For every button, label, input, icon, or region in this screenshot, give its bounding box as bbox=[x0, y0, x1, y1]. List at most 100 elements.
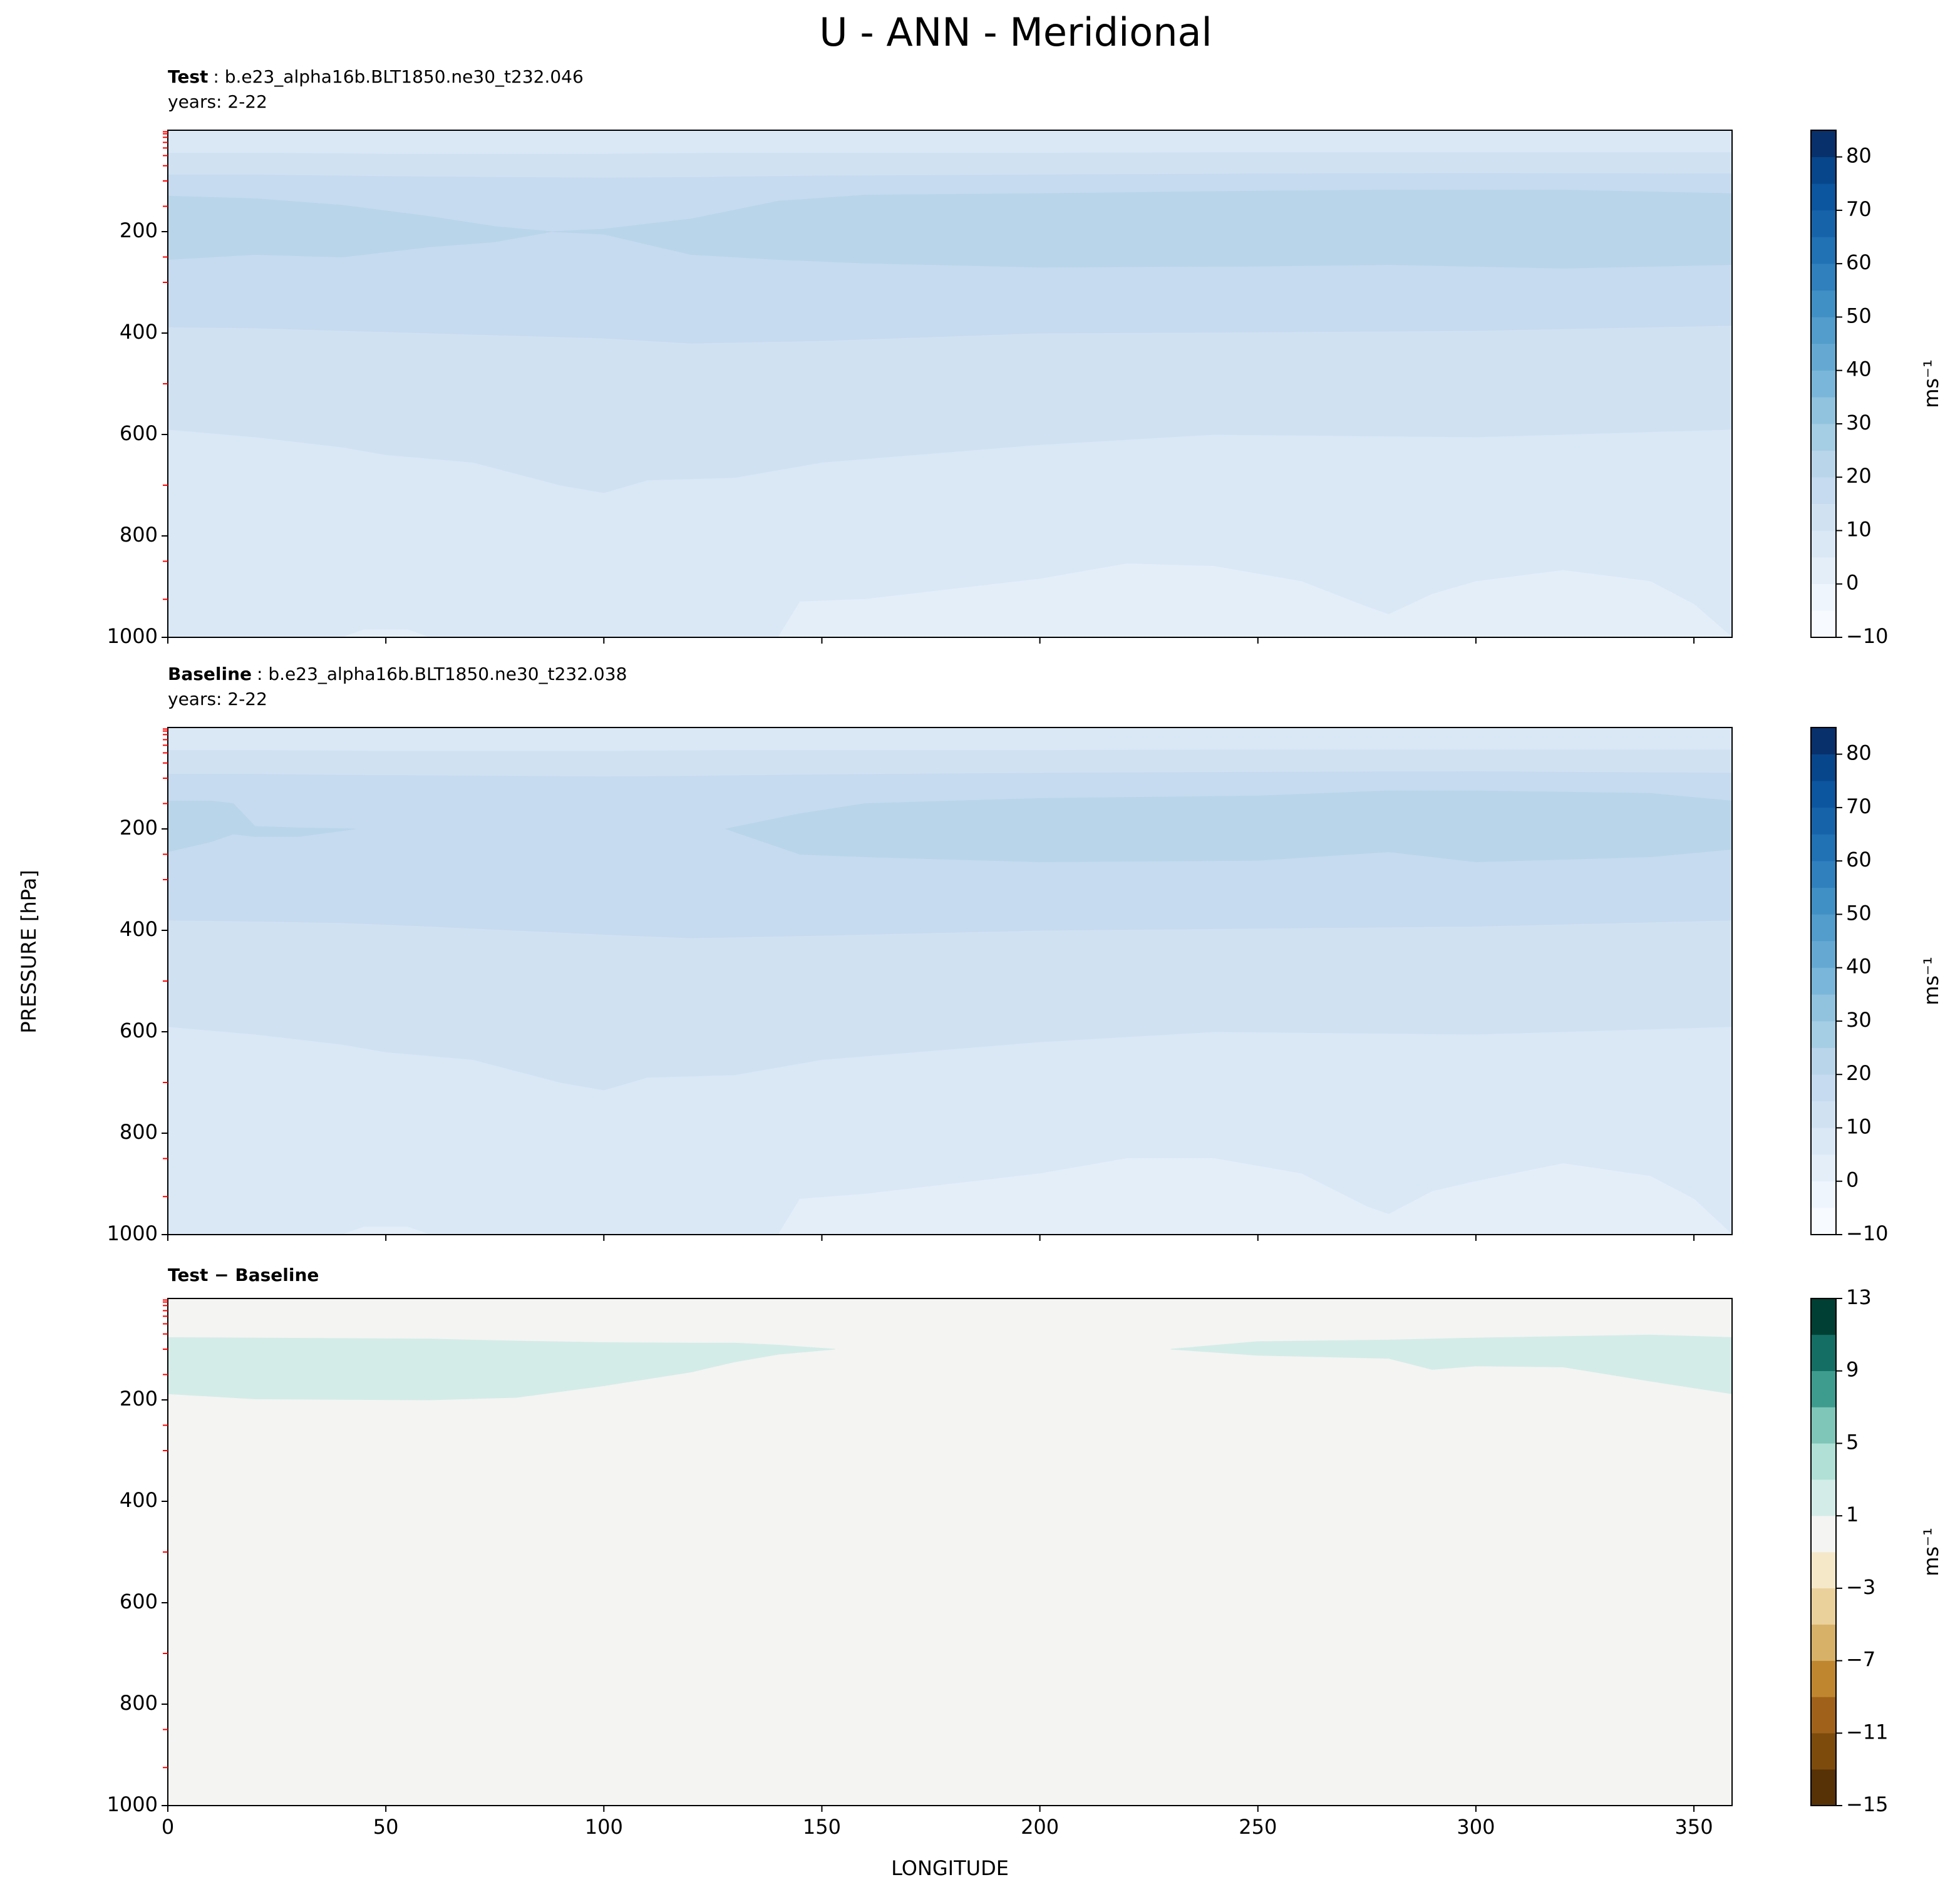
colorbar-bin bbox=[1810, 860, 1837, 888]
y-tick-label: 600 bbox=[120, 1590, 158, 1613]
case-name: : b.e23_alpha16b.BLT1850.ne30_t232.046 bbox=[213, 66, 583, 87]
y-tick-label: 800 bbox=[120, 1691, 158, 1715]
contour-band bbox=[168, 1158, 1732, 1235]
colorbar-bin bbox=[1810, 317, 1837, 344]
colorbar-tick-label: 60 bbox=[1846, 250, 1872, 274]
colorbar-tick-label: −11 bbox=[1846, 1720, 1889, 1744]
colorbar-bin bbox=[1810, 1020, 1837, 1048]
colorbar-bin bbox=[1810, 450, 1837, 478]
colorbar-bin bbox=[1810, 1074, 1837, 1102]
colorbar-label: ms⁻¹ bbox=[1919, 957, 1943, 1005]
colorbar-bin bbox=[1810, 1128, 1837, 1155]
colorbar-bin bbox=[1810, 583, 1837, 611]
y-tick-label: 600 bbox=[120, 1019, 158, 1042]
panel-title: Test: b.e23_alpha16b.BLT1850.ne30_t232.0… bbox=[168, 66, 584, 87]
y-tick-label: 1000 bbox=[107, 1221, 158, 1245]
colorbar-tick-label: 1 bbox=[1846, 1503, 1859, 1526]
colorbar-bin bbox=[1810, 1101, 1837, 1128]
figure-title: U - ANN - Meridional bbox=[819, 9, 1212, 55]
colorbar-tick-label: 60 bbox=[1846, 848, 1872, 871]
colorbar-bin bbox=[1810, 887, 1837, 915]
colorbar-bin bbox=[1810, 130, 1837, 157]
colorbar-bin bbox=[1810, 557, 1837, 584]
colorbar-tick-label: 40 bbox=[1846, 357, 1872, 381]
colorbar-bin bbox=[1810, 1181, 1837, 1208]
y-tick-label: 1000 bbox=[107, 1792, 158, 1816]
colorbar-bin bbox=[1810, 1733, 1837, 1770]
colorbar-bin bbox=[1810, 1769, 1837, 1806]
colorbar-tick-label: −10 bbox=[1846, 624, 1889, 648]
y-tick-label: 600 bbox=[120, 421, 158, 445]
x-tick-label: 350 bbox=[1675, 1815, 1713, 1839]
x-axis-label: LONGITUDE bbox=[891, 1856, 1009, 1880]
colorbar-bin bbox=[1810, 1479, 1837, 1516]
colorbar-bin bbox=[1810, 1407, 1837, 1444]
y-tick-label: 200 bbox=[120, 1387, 158, 1411]
colorbar-tick-label: 50 bbox=[1846, 901, 1872, 925]
colorbar-bin bbox=[1810, 397, 1837, 424]
colorbar-bin bbox=[1810, 423, 1837, 451]
colorbar-bin bbox=[1810, 370, 1837, 398]
colorbar-bin bbox=[1810, 1370, 1837, 1407]
colorbar-tick-label: 0 bbox=[1846, 571, 1859, 595]
colorbar-bin bbox=[1810, 914, 1837, 942]
colorbar-tick-label: 80 bbox=[1846, 144, 1872, 168]
colorbar-bin bbox=[1810, 157, 1837, 184]
y-tick-label: 400 bbox=[120, 320, 158, 344]
x-tick-label: 250 bbox=[1239, 1815, 1277, 1839]
colorbar-tick-label: 40 bbox=[1846, 955, 1872, 979]
colorbar-bin bbox=[1810, 781, 1837, 808]
colorbar-bin bbox=[1810, 1208, 1837, 1235]
colorbar-bin bbox=[1810, 1588, 1837, 1625]
y-tick-label: 200 bbox=[120, 218, 158, 242]
colorbar-tick-label: 50 bbox=[1846, 304, 1872, 327]
colorbar-bin bbox=[1810, 237, 1837, 264]
x-tick-label: 100 bbox=[585, 1815, 623, 1839]
contour-band bbox=[168, 190, 1732, 269]
panel-title: Baseline: b.e23_alpha16b.BLT1850.ne30_t2… bbox=[168, 664, 627, 684]
colorbar-tick-label: 9 bbox=[1846, 1358, 1859, 1382]
x-tick-label: 300 bbox=[1457, 1815, 1495, 1839]
y-tick-label: 800 bbox=[120, 1120, 158, 1144]
years: years: 2-22 bbox=[168, 689, 267, 709]
colorbar-bin bbox=[1810, 807, 1837, 835]
colorbar-tick-label: 30 bbox=[1846, 411, 1872, 434]
colorbar-bin bbox=[1810, 834, 1837, 861]
colorbar-bin bbox=[1810, 727, 1837, 754]
colorbar-bin bbox=[1810, 183, 1837, 211]
colorbar-tick-label: −3 bbox=[1846, 1575, 1875, 1599]
colorbar-label: ms⁻¹ bbox=[1919, 359, 1943, 408]
y-axis-label: PRESSURE [hPa] bbox=[17, 870, 41, 1033]
colorbar-bin bbox=[1810, 967, 1837, 995]
x-tick-label: 150 bbox=[803, 1815, 841, 1839]
colorbar-bin bbox=[1810, 610, 1837, 638]
plot-area bbox=[168, 727, 1732, 1235]
panel-label: Test − Baseline bbox=[168, 1265, 319, 1285]
colorbar-bin bbox=[1810, 530, 1837, 558]
plot-area bbox=[168, 1298, 1732, 1806]
colorbar-frame bbox=[1810, 130, 1837, 638]
colorbar-tick-label: −7 bbox=[1846, 1648, 1875, 1672]
colorbar-bin bbox=[1810, 1334, 1837, 1371]
y-tick-label: 400 bbox=[120, 1488, 158, 1512]
colorbar-tick-label: 5 bbox=[1846, 1430, 1859, 1454]
colorbar-bin bbox=[1810, 290, 1837, 317]
panel-label: Test bbox=[168, 66, 208, 87]
x-tick-label: 200 bbox=[1021, 1815, 1059, 1839]
colorbar-bin bbox=[1810, 476, 1837, 505]
colorbar-tick-label: −10 bbox=[1846, 1221, 1889, 1245]
colorbar-frame bbox=[1810, 727, 1837, 1235]
plot-area bbox=[168, 130, 1732, 637]
colorbar-bin bbox=[1810, 994, 1837, 1022]
contour-band bbox=[1170, 1334, 1732, 1394]
colorbar-bin bbox=[1810, 1154, 1837, 1181]
colorbar-bin bbox=[1810, 210, 1837, 237]
colorbar-bin bbox=[1810, 754, 1837, 781]
colorbar-tick-label: 30 bbox=[1846, 1008, 1872, 1032]
colorbar-bin bbox=[1810, 1515, 1837, 1553]
colorbar-tick-label: 20 bbox=[1846, 464, 1872, 488]
colorbar-bin bbox=[1810, 1443, 1837, 1480]
contour-band bbox=[168, 563, 1732, 637]
